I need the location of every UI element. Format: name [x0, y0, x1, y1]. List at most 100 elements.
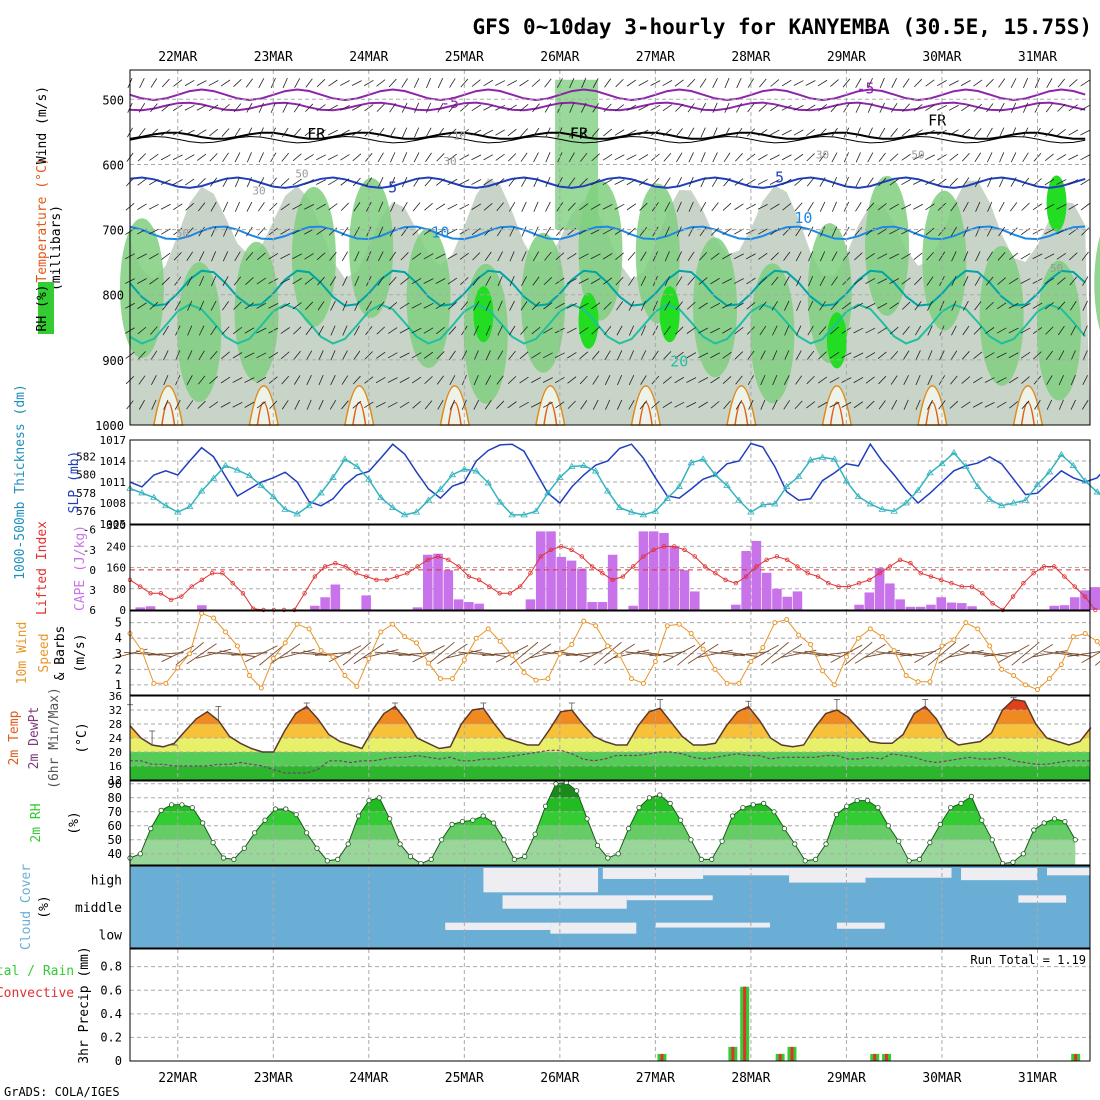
rh-marker — [792, 841, 798, 847]
wind-speed-marker — [915, 679, 921, 685]
wind-barb — [581, 77, 587, 89]
wind-barb — [509, 275, 515, 287]
lifted-index-marker — [589, 564, 595, 569]
wind-barb — [962, 300, 969, 311]
wind-barb — [149, 128, 159, 137]
lifted-index-marker — [209, 570, 215, 576]
lifted-index-marker — [374, 577, 379, 583]
wind-barb — [1082, 325, 1088, 336]
wind-barb — [231, 651, 268, 656]
wind-barb — [816, 650, 853, 657]
wind-barb — [137, 326, 147, 335]
wind-barb — [185, 178, 195, 186]
wind-barb — [460, 78, 469, 88]
wind-barb — [353, 325, 360, 336]
lifted-index-marker — [1082, 594, 1088, 599]
wind-barb — [306, 399, 312, 410]
lifted-index-marker — [887, 564, 893, 569]
rh-marker — [1041, 820, 1047, 826]
wind-barb — [700, 102, 707, 113]
wind-barb — [507, 376, 517, 385]
wind-barb — [377, 251, 384, 262]
wind-barb — [411, 376, 422, 384]
wind-barb — [781, 79, 792, 87]
cape-y-label: CAPE (J/kg) — [73, 525, 88, 611]
wind-barb — [950, 202, 958, 212]
wind-barb — [149, 253, 159, 260]
wind-speed-marker — [593, 623, 599, 629]
wind-barb — [507, 128, 517, 137]
wind-barb — [605, 399, 611, 410]
wind-barb — [234, 201, 240, 212]
y-tick-label: 900 — [102, 354, 124, 368]
wind-y-label-3: & Barbs — [53, 626, 68, 681]
wind-barb — [973, 79, 983, 87]
wind-barb — [1069, 252, 1078, 261]
wind-barb — [652, 251, 659, 262]
wind-barb — [781, 154, 792, 161]
wind-barb — [640, 350, 647, 361]
wind-barb — [567, 253, 577, 260]
wind-barb — [1031, 650, 1068, 658]
x-tick-label-bottom: 25MAR — [445, 1071, 484, 1086]
wind-barb — [339, 104, 350, 111]
wind-barb — [604, 350, 611, 361]
wind-barb — [519, 104, 529, 112]
x-tick-label-bottom: 23MAR — [254, 1071, 293, 1086]
wind-barb — [639, 227, 648, 237]
wind-barb — [854, 227, 863, 236]
wind-barb — [1056, 277, 1066, 285]
y-tick-label-right: 1008 — [100, 497, 127, 510]
wind-barb — [927, 300, 933, 311]
wind-barb — [354, 251, 360, 262]
precip-convective-bar — [778, 1053, 782, 1061]
y-tick-label: 576 — [76, 505, 96, 518]
thickness-marker — [472, 467, 480, 474]
wind-barb — [196, 104, 207, 111]
wind-barb — [137, 351, 146, 360]
wind-barb — [496, 202, 504, 212]
wind-barb — [293, 128, 302, 137]
wind-barb — [210, 300, 217, 311]
wind-speed-marker — [1034, 687, 1040, 693]
wind-barb — [1044, 253, 1055, 260]
wind-barb — [652, 300, 658, 311]
wind-barb — [795, 226, 803, 237]
wind-barb — [963, 251, 969, 262]
lifted-index-marker — [569, 547, 574, 552]
wind-barb — [591, 153, 600, 162]
wind-barb — [1020, 253, 1031, 260]
y-tick-label-right: 1005 — [100, 518, 127, 531]
cloud-y-label-2: (%) — [37, 895, 52, 918]
wind-barb — [342, 276, 348, 287]
contour-label: 10 — [431, 223, 449, 241]
rh-marker — [137, 851, 143, 857]
wind-barb — [425, 127, 432, 138]
thickness-marker — [305, 501, 313, 509]
rh-marker — [864, 797, 871, 804]
wind-barb — [400, 277, 410, 285]
wind-barb — [222, 201, 229, 212]
wind-barb — [985, 78, 994, 88]
wind-barb — [471, 154, 482, 161]
x-tick-label-bottom: 24MAR — [349, 1071, 388, 1086]
wind-barb — [483, 104, 494, 111]
rh-marker — [823, 841, 829, 847]
wind-barb — [149, 301, 159, 310]
cape-bar — [361, 595, 371, 610]
wind-barb — [566, 327, 577, 334]
wind-barb — [676, 177, 683, 188]
lifted-index-marker — [959, 584, 964, 589]
wind-barb — [1020, 351, 1031, 359]
wind-barb — [234, 152, 241, 163]
wind-barb — [161, 129, 171, 136]
x-tick-label-top: 31MAR — [1018, 50, 1057, 65]
wind-barb — [732, 651, 769, 657]
wind-barb — [638, 178, 648, 186]
wind-barb — [423, 302, 434, 309]
wind-barb — [172, 129, 183, 136]
thickness-marker — [365, 475, 373, 482]
wind-barb — [938, 643, 970, 664]
rh-marker — [262, 817, 268, 823]
wind-barb — [592, 103, 599, 113]
